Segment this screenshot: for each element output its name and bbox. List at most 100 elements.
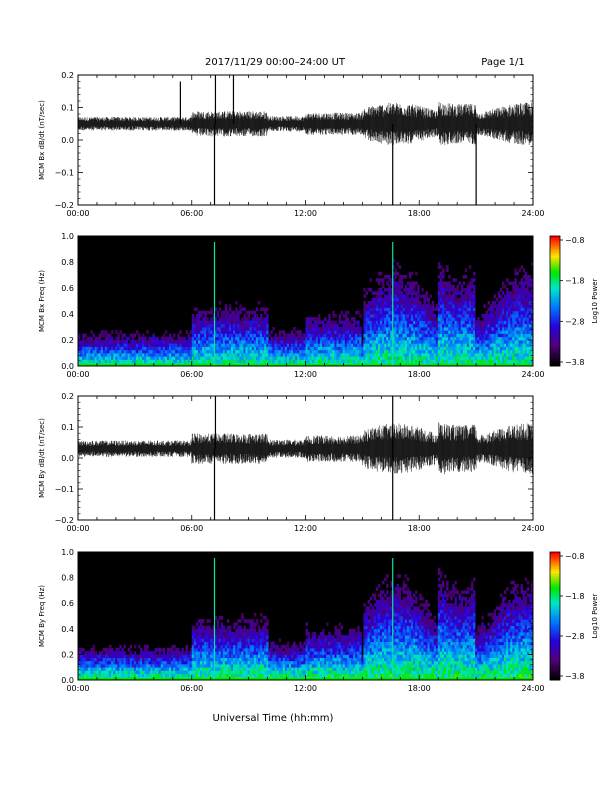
- heatmap-cell: [303, 356, 306, 360]
- heatmap-cell: [268, 343, 271, 347]
- heatmap-cell: [181, 349, 184, 354]
- heatmap-cell: [90, 651, 93, 655]
- colorbar-segment: [550, 353, 560, 356]
- heatmap-cell: [456, 320, 459, 325]
- y-tick-label: −0.1: [55, 169, 74, 178]
- heatmap-cell: [106, 336, 110, 341]
- heatmap-cell: [245, 353, 248, 357]
- heatmap-cell: [148, 651, 151, 655]
- heatmap-cell: [518, 281, 521, 286]
- heatmap-cell: [202, 346, 205, 351]
- colorbar-segment: [550, 305, 560, 308]
- heatmap-cell: [228, 353, 232, 357]
- heatmap-cell: [442, 346, 445, 351]
- heatmap-cell: [406, 294, 410, 299]
- heatmap-cell: [439, 323, 443, 328]
- heatmap-cell: [127, 654, 131, 658]
- heatmap-cell: [202, 333, 205, 338]
- heatmap-cell: [508, 314, 511, 318]
- heatmap-cell: [166, 356, 170, 360]
- heatmap-cell: [375, 346, 379, 351]
- heatmap-cell: [135, 359, 139, 364]
- heatmap-cell: [468, 284, 472, 289]
- heatmap-cell: [239, 336, 242, 341]
- heatmap-cell: [452, 297, 455, 302]
- heatmap-cell: [526, 320, 530, 325]
- heatmap-cell: [351, 333, 354, 338]
- heatmap-cell: [359, 340, 362, 344]
- heatmap-cell: [166, 648, 170, 652]
- heatmap-cell: [518, 340, 521, 344]
- heatmap-cell: [332, 343, 335, 347]
- heatmap-cell: [497, 317, 501, 321]
- heatmap-cell: [371, 346, 375, 351]
- heatmap-cell: [140, 660, 143, 665]
- heatmap-cell: [106, 356, 110, 360]
- heatmap-cell: [162, 654, 166, 658]
- heatmap-cell: [133, 670, 137, 674]
- colorbar-segment: [550, 316, 560, 319]
- heatmap-cell: [522, 330, 526, 334]
- heatmap-cell: [156, 343, 160, 347]
- heatmap-cell: [452, 288, 455, 292]
- heatmap-cell: [137, 340, 141, 344]
- heatmap-cell: [510, 356, 513, 360]
- heatmap-cell: [148, 340, 151, 344]
- heatmap-cell: [371, 297, 375, 302]
- heatmap-cell: [504, 304, 507, 308]
- heatmap-cell: [303, 349, 306, 354]
- heatmap-cell: [235, 638, 238, 642]
- heatmap-cell: [338, 320, 342, 325]
- heatmap-cell: [224, 317, 228, 321]
- heatmap-cell: [402, 356, 406, 360]
- colorbar-segment: [550, 314, 560, 317]
- heatmap-cell: [177, 333, 180, 338]
- heatmap-cell: [338, 333, 342, 338]
- heatmap-cell: [164, 340, 168, 344]
- heatmap-cell: [119, 359, 122, 364]
- heatmap-cell: [278, 336, 282, 341]
- heatmap-cell: [154, 353, 157, 357]
- heatmap-cell: [82, 353, 85, 357]
- heatmap-cell: [212, 314, 215, 318]
- heatmap-cell: [464, 349, 468, 354]
- heatmap-cell: [394, 281, 397, 286]
- heatmap-cell: [520, 340, 524, 344]
- heatmap-cell: [512, 356, 515, 360]
- heatmap-cell: [119, 657, 122, 662]
- heatmap-cell: [439, 297, 443, 302]
- heatmap-cell: [253, 343, 257, 347]
- heatmap-cell: [499, 297, 503, 302]
- heatmap-cell: [266, 340, 269, 344]
- heatmap-cell: [131, 336, 135, 341]
- heatmap-cell: [437, 288, 441, 292]
- heatmap-cell: [437, 304, 441, 308]
- heatmap-cell: [410, 310, 414, 315]
- heatmap-cell: [406, 281, 410, 286]
- heatmap-cell: [477, 340, 480, 344]
- heatmap-cell: [100, 346, 104, 351]
- heatmap-cell: [253, 349, 257, 354]
- heatmap-cell: [431, 353, 435, 357]
- heatmap-cell: [419, 349, 422, 354]
- heatmap-cell: [179, 343, 182, 347]
- heatmap-cell: [396, 310, 399, 315]
- heatmap-cell: [92, 340, 95, 344]
- heatmap-cell: [417, 323, 420, 328]
- heatmap-cell: [152, 664, 155, 668]
- heatmap-cell: [522, 349, 526, 354]
- heatmap-cell: [454, 336, 457, 341]
- heatmap-cell: [90, 353, 93, 357]
- heatmap-cell: [427, 314, 430, 318]
- heatmap-cell: [220, 635, 224, 639]
- heatmap-cell: [444, 284, 447, 289]
- heatmap-cell: [115, 651, 118, 655]
- heatmap-cell: [504, 301, 507, 305]
- heatmap-cell: [125, 654, 129, 658]
- heatmap-cell: [456, 314, 459, 318]
- heatmap-cell: [512, 336, 515, 341]
- heatmap-cell: [214, 648, 217, 652]
- heatmap-cell: [377, 297, 381, 302]
- heatmap-cell: [344, 323, 348, 328]
- colorbar-segment: [550, 290, 560, 293]
